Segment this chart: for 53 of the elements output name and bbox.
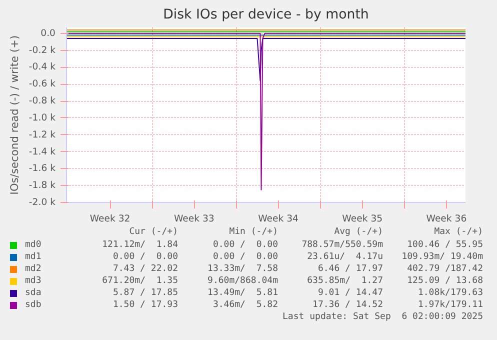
y-tick-label: -0.6 k bbox=[28, 78, 56, 90]
y-axis-title: IOs/second read (-) / write (+) bbox=[8, 35, 21, 195]
text: 3.46m/ 5.82 bbox=[212, 299, 278, 311]
y-tick-label: 0.0 bbox=[40, 28, 56, 39]
text: Avg (-/+) bbox=[334, 226, 383, 238]
legend-label: md1 bbox=[25, 251, 42, 263]
y-tick-label: -1.0 k bbox=[28, 112, 56, 124]
y-tick-label: -0.4 k bbox=[28, 62, 56, 73]
text: 13.49m/ 5.81 bbox=[208, 287, 278, 299]
y-tick-label: -1.2 k bbox=[28, 129, 56, 140]
text: 6.46 / 17.97 bbox=[318, 263, 383, 275]
y-tick-label: -1.8 k bbox=[28, 180, 56, 192]
legend-label: md2 bbox=[25, 263, 42, 275]
x-tick-label: Week 32 bbox=[90, 214, 130, 224]
chart-title: Disk IOs per device - by month bbox=[163, 8, 369, 22]
text: 125.09 / 13.68 bbox=[407, 275, 483, 287]
text: Max (-/+) bbox=[434, 226, 483, 238]
text: 788.57m/550.59m bbox=[302, 239, 383, 251]
y-tick-label: -1.4 k bbox=[28, 146, 56, 158]
x-tick-label: Week 33 bbox=[174, 214, 214, 224]
text: Last update: Sat Sep 6 02:00:09 2025 bbox=[282, 311, 483, 323]
y-tick-label: -1.6 k bbox=[28, 163, 56, 174]
text: Min (-/+) bbox=[229, 226, 278, 238]
text: 5.87 / 17.85 bbox=[112, 287, 178, 299]
text: 9.01 / 14.47 bbox=[318, 287, 383, 299]
text: 9.60m/868.04m bbox=[208, 275, 278, 287]
text: 1.50 / 17.93 bbox=[112, 299, 178, 311]
text: 402.79 /187.42 bbox=[407, 263, 483, 275]
text: 23.61u/ 4.17u bbox=[307, 251, 383, 263]
legend-label: md0 bbox=[25, 239, 42, 251]
x-tick-label: Week 35 bbox=[342, 214, 383, 224]
text: 671.20m/ 1.35 bbox=[102, 275, 178, 287]
text: 1.97k/179.11 bbox=[418, 299, 483, 311]
legend-label: md3 bbox=[25, 275, 42, 287]
legend-label: sda bbox=[25, 287, 42, 299]
text: 1.08k/179.63 bbox=[418, 287, 483, 299]
text: 121.12m/ 1.84 bbox=[102, 239, 178, 251]
text: 7.43 / 22.02 bbox=[112, 263, 178, 275]
text: 635.85m/ 1.27 bbox=[307, 275, 383, 287]
text: 0.00 / 0.00 bbox=[212, 251, 278, 263]
text: 100.46 / 55.95 bbox=[407, 239, 483, 251]
text: 0.00 / 0.00 bbox=[212, 239, 278, 251]
text: Cur (-/+) bbox=[129, 226, 178, 238]
y-tick-label: -0.8 k bbox=[28, 96, 56, 107]
text: 109.93m/ 19.40m bbox=[402, 251, 483, 263]
y-tick-label: -0.2 k bbox=[28, 44, 56, 56]
text: 17.36 / 14.52 bbox=[312, 299, 383, 311]
text: 0.00 / 0.00 bbox=[112, 251, 178, 263]
y-tick-label: -2.0 k bbox=[28, 197, 56, 208]
text: 13.33m/ 7.58 bbox=[208, 263, 278, 275]
x-tick-label: Week 34 bbox=[258, 214, 299, 224]
x-tick-label: Week 36 bbox=[426, 214, 467, 224]
legend-label: sdb bbox=[25, 299, 42, 311]
